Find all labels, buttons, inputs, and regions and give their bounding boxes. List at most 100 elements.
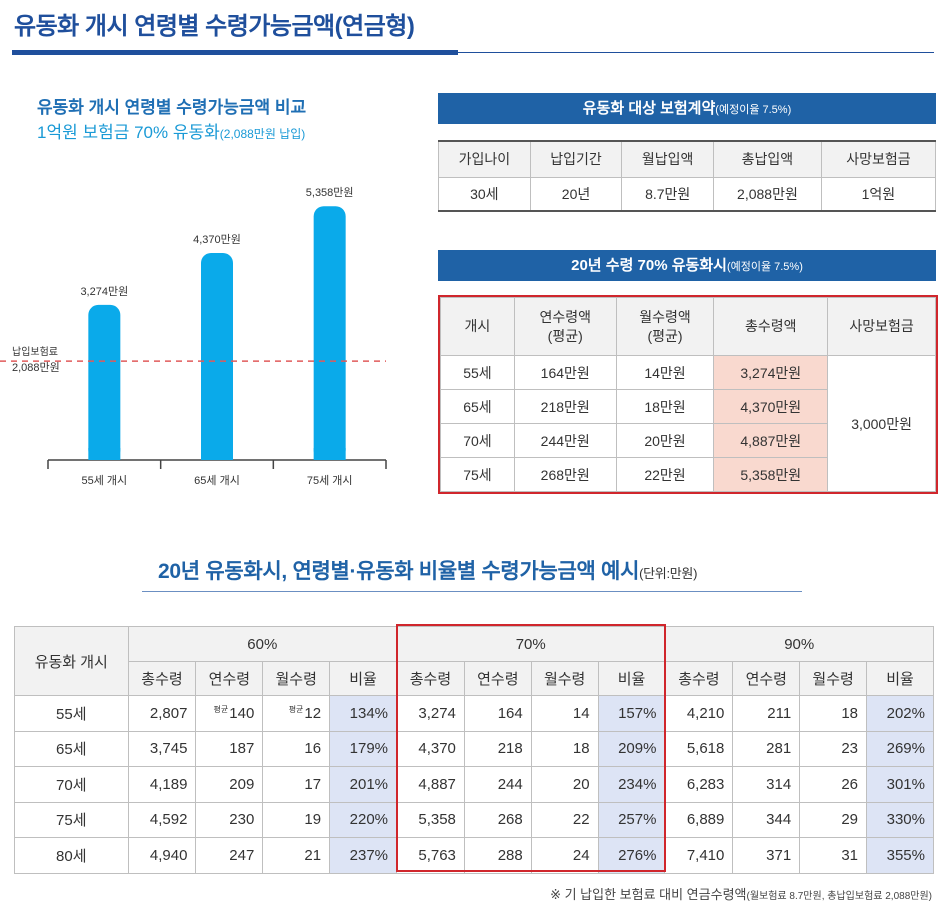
ratio-cell: 5,358 <box>396 801 465 838</box>
ratio-cell: 4,210 <box>664 695 734 732</box>
ratio-cell-ratio: 301% <box>866 766 934 803</box>
ratio-row: 80세 4,940 247 21 237% 5,763 288 24 276% … <box>14 837 934 874</box>
payout-annual: 218만원 <box>513 389 617 424</box>
contract-header-note: (예정이율 7.5%) <box>715 104 792 116</box>
ratio-cell-ratio: 220% <box>329 801 398 838</box>
ratio-age: 65세 <box>14 730 129 767</box>
ratio-cell: 4,887 <box>396 766 465 803</box>
chart-category-label: 75세 개시 <box>307 474 353 487</box>
ratio-cell: 314 <box>732 766 801 803</box>
contract-age: 30세 <box>438 176 531 212</box>
title-underline <box>458 52 934 53</box>
payout-table: 개시 연수령액 (평균) 월수령액 (평균) 총수령액 사망보험금 55세 164만… <box>438 295 938 494</box>
payout-total: 4,370만원 <box>713 389 829 424</box>
ratio-cell: 230 <box>195 801 264 838</box>
ratio-group-60: 60% <box>127 626 398 662</box>
payout-monthly: 20만원 <box>615 423 715 458</box>
ratio-title-note: (단위:만원) <box>639 566 698 581</box>
payout-death-benefit: 3,000만원 <box>827 355 936 492</box>
ratio-cell: 14 <box>530 695 599 732</box>
payout-col-monthly-line2: (평균) <box>647 327 683 344</box>
ratio-cell-ratio: 234% <box>597 766 666 803</box>
payout-col-annual-line2: (평균) <box>547 327 583 344</box>
payout-total: 4,887만원 <box>713 423 829 458</box>
chart-value-label: 5,358만원 <box>306 186 354 199</box>
payout-col-death: 사망보험금 <box>827 297 936 356</box>
ratio-cell: 20 <box>530 766 599 803</box>
chart-title: 유동화 개시 연령별 수령가능금액 비교 <box>37 98 307 117</box>
payout-age: 55세 <box>440 355 515 390</box>
chart-bar <box>88 304 121 460</box>
payout-total: 3,274만원 <box>713 355 829 390</box>
ratio-cell: 7,410 <box>664 837 734 874</box>
chart-bar <box>313 206 346 460</box>
bar-chart: 3,274만원 55세 개시 4,370만원 65세 개시 5,358만원 75세 개시 납… <box>0 186 387 487</box>
ratio-age: 75세 <box>14 801 129 838</box>
contract-col-monthly: 월납입액 <box>621 140 715 178</box>
ratio-cell-ratio: 276% <box>597 837 666 874</box>
ratio-subcol-annual: 연수령 <box>463 661 532 696</box>
ratio-subcol-monthly: 월수령 <box>530 661 599 696</box>
title-underline-accent <box>12 50 458 55</box>
ratio-cell: 17 <box>262 766 331 803</box>
ratio-subcol-annual: 연수령 <box>732 661 801 696</box>
contract-col-death: 사망보험금 <box>820 140 937 178</box>
avg-marker: 평균 <box>213 705 229 715</box>
ratio-cell: 211 <box>732 695 801 732</box>
ratio-cell: 31 <box>799 837 868 874</box>
ratio-cell: 18 <box>799 695 868 732</box>
payout-monthly: 22만원 <box>615 457 715 492</box>
payout-header-note: (예정이율 7.5%) <box>726 261 803 273</box>
ratio-cell: 5,763 <box>396 837 465 874</box>
contract-col-period: 납입기간 <box>529 140 623 178</box>
contract-table: 가입나이 납입기간 월납입액 총납입액 사망보험금 30세 20년 8.7만원 … <box>438 140 937 212</box>
ratio-age: 55세 <box>14 695 129 732</box>
ratio-cell: 247 <box>195 837 264 874</box>
reference-label: 납입보험료 <box>12 345 58 358</box>
ratio-cell: 4,592 <box>127 801 197 838</box>
ratio-group-70: 70% <box>396 626 666 662</box>
ratio-cell: 26 <box>799 766 868 803</box>
ratio-cell: 344 <box>732 801 801 838</box>
payout-col-monthly: 월수령액 (평균) <box>615 297 715 356</box>
ratio-cell: 4,189 <box>127 766 197 803</box>
ratio-cell: 187 <box>195 730 264 767</box>
contract-col-age: 가입나이 <box>438 140 531 178</box>
footnote-note: (월보험료 8.7만원, 총납입보험료 2,088만원) <box>746 891 933 902</box>
ratio-subcol-ratio: 비율 <box>866 661 934 696</box>
payout-col-age: 개시 <box>440 297 515 356</box>
payout-age: 65세 <box>440 389 515 424</box>
ratio-cell: 218 <box>463 730 532 767</box>
ratio-subcol-ratio: 비율 <box>597 661 666 696</box>
ratio-cell: 4,370 <box>396 730 465 767</box>
ratio-cell: 371 <box>732 837 801 874</box>
ratio-cell-ratio: 330% <box>866 801 934 838</box>
chart-subtitle: 1억원 보험금 70% 유동화(2,088만원 납입) <box>37 118 305 143</box>
payout-header: 20년 수령 70% 유동화시(예정이율 7.5%) <box>438 250 936 281</box>
ratio-cell: 21 <box>262 837 331 874</box>
chart-category-label: 55세 개시 <box>82 474 128 487</box>
chart-bar <box>201 253 233 460</box>
ratio-row: 65세 3,745 187 16 179% 4,370 218 18 209% … <box>14 730 934 767</box>
ratio-subcol-annual: 연수령 <box>195 661 264 696</box>
ratio-age: 80세 <box>14 837 129 874</box>
ratio-section-title: 20년 유동화시, 연령별·유동화 비율별 수령가능금액 예시(단위:만원) <box>158 555 697 585</box>
ratio-cell: 209 <box>195 766 264 803</box>
ratio-cell-ratio: 202% <box>866 695 934 732</box>
ratio-subcol-total: 총수령 <box>127 661 197 696</box>
contract-header: 유동화 대상 보험계약(예정이율 7.5%) <box>438 93 936 124</box>
ratio-subcol-ratio: 비율 <box>329 661 398 696</box>
contract-header-title: 유동화 대상 보험계약 <box>582 100 716 117</box>
contract-monthly: 8.7만원 <box>621 176 715 212</box>
ratio-cell: 5,618 <box>664 730 734 767</box>
chart-subtitle-note: (2,088만원 납입) <box>219 127 306 141</box>
ratio-cell: 140 <box>229 705 255 723</box>
ratio-cell-ratio: 209% <box>597 730 666 767</box>
ratio-cell: 24 <box>530 837 599 874</box>
chart-bar-base <box>313 448 346 460</box>
ratio-subcol-total: 총수령 <box>396 661 465 696</box>
payout-row: 75세 268만원 22만원 5,358만원 <box>440 457 936 492</box>
ratio-cell-ratio: 257% <box>597 801 666 838</box>
ratio-cell: 18 <box>530 730 599 767</box>
ratio-subcol-monthly: 월수령 <box>262 661 331 696</box>
